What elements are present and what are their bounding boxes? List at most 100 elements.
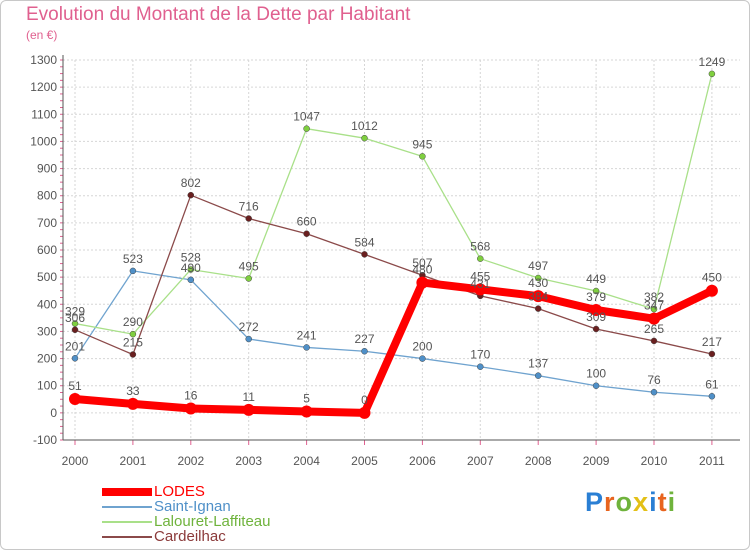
x-tick-label: 2004 <box>293 454 320 468</box>
legend-label-lodes: LODES <box>154 483 205 500</box>
data-label-lodes: 51 <box>68 379 82 393</box>
data-point-cardeilhac <box>708 350 716 358</box>
data-point-saint-ignan <box>187 276 195 284</box>
debt-line-chart: -100010020030040050060070080090010001100… <box>30 53 740 468</box>
data-label-saint-ignan: 241 <box>297 328 317 342</box>
y-tick-label: 1300 <box>30 53 57 67</box>
data-label-saint-ignan: 272 <box>239 320 259 334</box>
data-point-lodes <box>705 284 718 297</box>
data-label-lalouret-laffiteau: 1047 <box>293 110 320 124</box>
legend-swatch-lalouret-laffiteau <box>102 521 152 523</box>
y-tick-label: 200 <box>37 352 57 366</box>
data-point-lalouret-laffiteau <box>303 125 310 132</box>
logo-letter: o <box>615 487 634 517</box>
data-point-saint-ignan <box>361 347 368 355</box>
legend-label-lalouret-laffiteau: Lalouret-Laffiteau <box>154 513 271 530</box>
y-tick-label: -100 <box>33 433 57 447</box>
logo-letter: P <box>585 487 605 517</box>
legend-swatch-cardeilhac <box>102 536 152 538</box>
data-label-saint-ignan: 170 <box>470 348 490 362</box>
legend-label-cardeilhac: Cardeilhac <box>154 528 226 545</box>
data-point-lalouret-laffiteau <box>592 287 600 295</box>
data-label-lalouret-laffiteau: 568 <box>470 240 490 254</box>
data-point-cardeilhac <box>650 337 658 345</box>
data-label-lodes: 11 <box>242 390 255 404</box>
data-label-lalouret-laffiteau: 945 <box>412 137 432 151</box>
data-label-saint-ignan: 76 <box>647 373 661 387</box>
data-point-lodes <box>358 406 371 419</box>
x-tick-label: 2009 <box>583 454 610 468</box>
data-label-lalouret-laffiteau: 449 <box>586 272 606 286</box>
legend-swatch-lodes <box>102 488 152 496</box>
y-tick-label: 1000 <box>30 134 57 148</box>
legend-swatch-saint-ignan <box>102 506 152 508</box>
x-tick-label: 2001 <box>120 454 147 468</box>
data-point-lodes <box>184 402 197 415</box>
data-point-lalouret-laffiteau <box>477 255 484 262</box>
y-tick-label: 500 <box>37 270 57 284</box>
data-label-lodes: 379 <box>586 290 606 304</box>
data-point-cardeilhac <box>534 305 542 312</box>
data-point-cardeilhac <box>71 326 79 334</box>
data-point-cardeilhac <box>592 325 600 333</box>
data-label-saint-ignan: 227 <box>354 332 374 346</box>
data-point-lodes <box>416 276 429 289</box>
data-label-lalouret-laffiteau: 382 <box>644 290 664 304</box>
data-point-saint-ignan <box>71 355 79 362</box>
y-tick-label: 600 <box>37 243 57 257</box>
x-tick-label: 2006 <box>409 454 436 468</box>
x-tick-label: 2011 <box>699 454 725 468</box>
data-point-lalouret-laffiteau <box>708 70 716 78</box>
x-tick-label: 2008 <box>525 454 552 468</box>
x-tick-label: 2002 <box>177 454 204 468</box>
data-label-cardeilhac: 217 <box>702 335 722 349</box>
data-label-lalouret-laffiteau: 1012 <box>351 119 378 133</box>
data-label-lodes: 480 <box>412 263 432 277</box>
data-label-cardeilhac: 215 <box>123 336 143 350</box>
data-point-cardeilhac <box>129 351 137 358</box>
data-point-saint-ignan <box>419 355 426 362</box>
series-line-lodes <box>71 278 716 417</box>
grid-layer <box>63 59 740 441</box>
data-point-saint-ignan <box>303 344 310 351</box>
series-layer <box>69 70 718 419</box>
y-tick-label: 1200 <box>30 80 57 94</box>
x-tick-label: 2000 <box>62 454 89 468</box>
data-point-lodes <box>69 393 81 406</box>
logo-letter: i <box>649 487 658 517</box>
data-label-cardeilhac: 660 <box>297 215 317 229</box>
logo-letter: i <box>667 487 677 517</box>
logo-letter: r <box>604 487 616 517</box>
data-point-saint-ignan <box>245 335 252 343</box>
y-tick-label: 1100 <box>31 107 57 121</box>
data-label-lalouret-laffiteau: 528 <box>181 251 201 265</box>
data-point-cardeilhac <box>245 215 252 222</box>
data-point-cardeilhac <box>187 191 195 199</box>
data-label-lalouret-laffiteau: 329 <box>65 305 85 319</box>
series-line-cardeilhac <box>74 194 713 356</box>
data-label-lalouret-laffiteau: 1249 <box>699 55 726 69</box>
y-tick-label: 100 <box>37 379 57 393</box>
y-tick-label: 400 <box>37 297 57 311</box>
data-label-saint-ignan: 201 <box>65 339 85 353</box>
y-tick-label: 700 <box>37 216 57 230</box>
data-label-lodes: 430 <box>528 276 548 290</box>
x-tick-label: 2005 <box>351 454 378 468</box>
data-point-lodes <box>590 303 603 316</box>
data-label-saint-ignan: 523 <box>123 252 143 266</box>
legend-label-saint-ignan: Saint-Ignan <box>154 498 231 515</box>
data-point-saint-ignan <box>592 382 600 389</box>
data-label-lodes: 0 <box>361 393 368 407</box>
data-point-saint-ignan <box>477 363 484 370</box>
data-point-lodes <box>300 405 313 418</box>
x-tick-label: 2007 <box>467 454 494 468</box>
data-label-saint-ignan: 137 <box>528 357 548 371</box>
data-point-lalouret-laffiteau <box>245 275 252 282</box>
y-tick-label: 800 <box>37 189 57 203</box>
data-label-saint-ignan: 100 <box>586 367 606 381</box>
axis-layer: -100010020030040050060070080090010001100… <box>30 53 740 468</box>
data-label-lalouret-laffiteau: 495 <box>239 260 259 274</box>
data-label-lodes: 5 <box>303 392 310 406</box>
data-point-cardeilhac <box>303 230 310 237</box>
